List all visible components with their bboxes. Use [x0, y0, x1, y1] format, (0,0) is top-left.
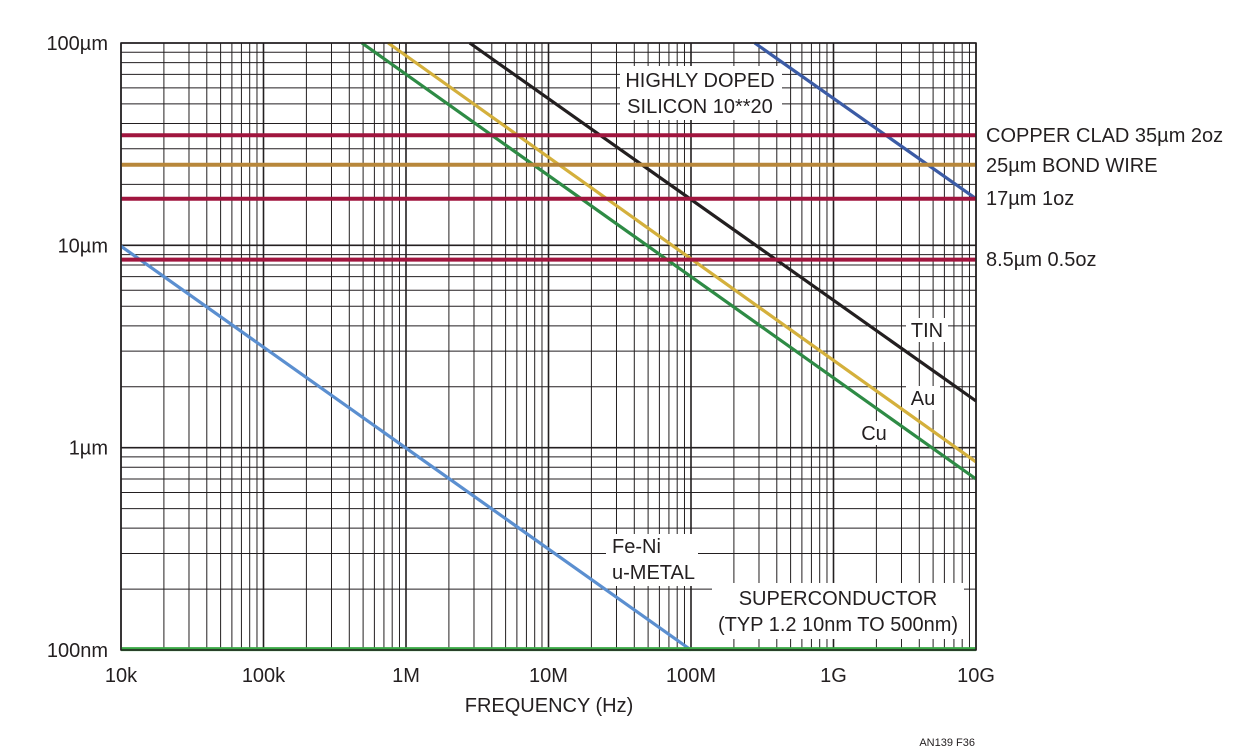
x-tick-label: 10M: [529, 665, 568, 687]
x-tick-label: 100M: [666, 665, 716, 687]
series-lines: [120, 41, 977, 652]
plot-grid: [120, 42, 977, 651]
x-tick-label: 1G: [820, 665, 847, 687]
y-tick-label: 100µm: [46, 33, 108, 55]
hds-label-line2: SILICON 10**20: [627, 96, 773, 118]
tin-label: TIN: [911, 320, 943, 342]
x-tick-label: 10G: [957, 665, 995, 687]
hds-label-line1: HIGHLY DOPED: [625, 70, 774, 92]
series-line-tin: [468, 41, 977, 403]
x-axis-title: FREQUENCY (Hz): [465, 695, 634, 717]
y-tick-label: 10µm: [58, 235, 108, 257]
oz1-label: 17µm 1oz: [986, 188, 1074, 210]
x-tick-labels: 10k 100k 1M 10M 100M 1G 10G: [105, 665, 995, 687]
copper-clad-label: COPPER CLAD 35µm 2oz: [986, 125, 1223, 147]
feni-label-line2: u-METAL: [612, 562, 695, 584]
sc-label-bg: [712, 583, 964, 639]
au-label: Au: [911, 388, 935, 410]
bond-wire-label: 25µm BOND WIRE: [986, 155, 1158, 177]
x-tick-label: 10k: [105, 665, 138, 687]
hds-label-bg: [620, 66, 782, 120]
x-tick-label: 100k: [242, 665, 286, 687]
figure-id: AN139 F36: [919, 737, 975, 749]
oz05-label: 8.5µm 0.5oz: [986, 249, 1096, 271]
cu-label: Cu: [861, 423, 887, 445]
series-line-au: [387, 41, 977, 464]
y-tick-label: 1µm: [69, 438, 108, 460]
au-label-bg: [906, 386, 940, 410]
series-line-hds: [753, 41, 977, 201]
series-line-feni: [120, 244, 692, 652]
feni-label-line1: Fe-Ni: [612, 536, 661, 558]
y-tick-label: 100nm: [47, 640, 108, 662]
sc-label-line2: (TYP 1.2 10nm TO 500nm): [718, 614, 958, 636]
sc-label-line1: SUPERCONDUCTOR: [739, 588, 938, 610]
tin-label-bg: [906, 318, 948, 342]
cu-label-bg: [857, 421, 891, 445]
plot-frame: [120, 42, 977, 651]
x-tick-label: 1M: [392, 665, 420, 687]
feni-label-bg: [606, 534, 698, 586]
y-tick-labels: 100nm 1µm 10µm 100µm: [46, 33, 108, 662]
